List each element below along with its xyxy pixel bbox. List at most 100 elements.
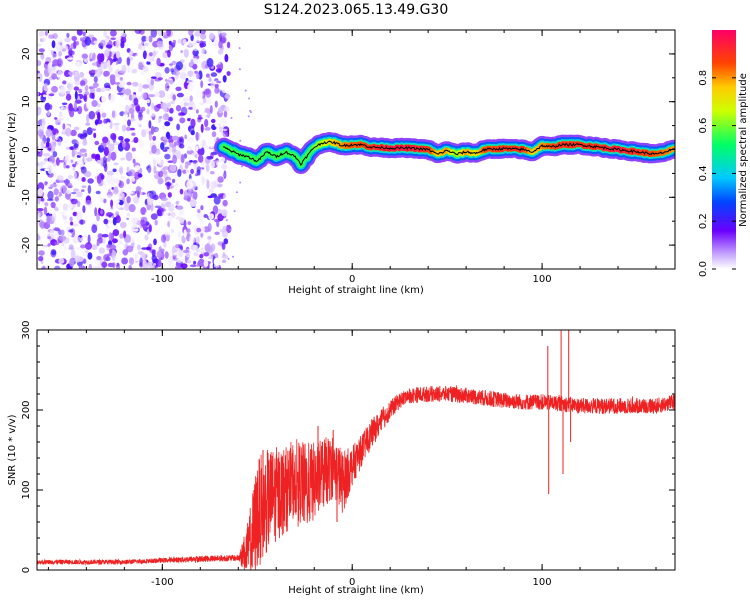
noise-speckle	[151, 144, 157, 154]
noise-speckle	[135, 53, 143, 60]
noise-speckle	[37, 188, 43, 197]
noise-speckle	[194, 173, 199, 177]
noise-speckle	[210, 93, 217, 99]
noise-speckle	[66, 32, 70, 38]
noise-speckle	[91, 62, 97, 66]
noise-speckle	[197, 209, 201, 213]
spectrogram-y-axis-label: Frequency (Hz)	[7, 112, 18, 188]
noise-speckle	[38, 31, 45, 37]
noise-speckle	[101, 261, 108, 268]
noise-speckle	[122, 113, 129, 119]
noise-speckle	[220, 156, 226, 162]
noise-speckle	[79, 71, 85, 78]
noise-speckle	[151, 265, 155, 269]
noise-speckle	[162, 125, 166, 130]
noise-speckle	[200, 168, 203, 178]
noise-speckle	[197, 258, 205, 267]
noise-speckle	[157, 177, 164, 185]
noise-speckle	[227, 257, 230, 260]
noise-speckle	[48, 34, 55, 39]
noise-speckle	[71, 35, 77, 42]
noise-speckle	[113, 162, 119, 166]
noise-speckle	[96, 160, 102, 164]
noise-speckle	[139, 257, 143, 267]
noise-speckle	[96, 175, 102, 184]
noise-speckle	[109, 103, 114, 109]
noise-speckle	[206, 179, 210, 189]
noise-speckle	[63, 220, 70, 224]
noise-speckle	[44, 115, 48, 123]
noise-speckle	[80, 166, 85, 170]
noise-speckle	[162, 200, 167, 205]
noise-speckle	[43, 206, 48, 216]
noise-speckle	[59, 235, 67, 241]
noise-speckle	[131, 228, 139, 232]
noise-speckle	[110, 133, 117, 140]
colorbar-label: Normalized spectral amplitude	[738, 73, 749, 227]
noise-speckle	[183, 48, 189, 58]
noise-speckle	[136, 203, 142, 214]
noise-speckle	[169, 63, 173, 66]
noise-speckle	[210, 80, 215, 89]
noise-speckle	[38, 219, 44, 228]
noise-speckle	[65, 226, 69, 232]
noise-speckle	[221, 242, 226, 250]
noise-speckle	[133, 137, 139, 144]
noise-speckle	[67, 50, 75, 56]
noise-speckle	[85, 250, 89, 254]
snr-line	[37, 385, 675, 570]
noise-speckle	[118, 79, 126, 88]
noise-speckle	[65, 146, 71, 150]
noise-speckle	[225, 224, 232, 234]
noise-speckle	[77, 236, 81, 243]
noise-speckle	[106, 122, 111, 127]
noise-speckle	[73, 143, 79, 149]
noise-speckle	[60, 229, 65, 236]
noise-speckle	[43, 152, 51, 157]
noise-speckle	[172, 155, 178, 164]
x-tick-label: 0	[349, 577, 355, 588]
noise-speckle	[37, 43, 42, 47]
noise-speckle	[45, 61, 50, 65]
noise-speckle	[119, 233, 125, 239]
noise-speckle	[106, 244, 112, 248]
noise-speckle	[192, 63, 198, 70]
noise-speckle	[109, 120, 113, 129]
noise-speckle	[115, 211, 120, 216]
noise-speckle	[60, 86, 66, 95]
noise-speckle	[186, 180, 193, 190]
noise-speckle	[120, 221, 127, 229]
noise-speckle	[133, 97, 139, 106]
x-tick-label: -100	[151, 577, 174, 588]
noise-speckle	[192, 57, 198, 65]
noise-speckle	[97, 53, 103, 63]
noise-speckle	[131, 147, 136, 152]
noise-speckle	[141, 35, 147, 42]
noise-speckle	[118, 136, 124, 141]
noise-speckle	[148, 132, 152, 141]
noise-speckle	[217, 176, 224, 183]
noise-speckle	[70, 249, 76, 259]
noise-speckle	[76, 211, 83, 221]
noise-speckle	[136, 244, 141, 251]
noise-speckle	[42, 244, 49, 248]
noise-speckle	[196, 249, 201, 253]
noise-speckle	[173, 70, 180, 76]
noise-speckle	[134, 30, 142, 34]
noise-speckle	[207, 195, 213, 199]
noise-speckle	[207, 235, 212, 240]
noise-speckle	[164, 251, 169, 259]
noise-speckle	[167, 102, 171, 108]
noise-speckle	[117, 92, 124, 96]
colorbar-tick-label: 0.6	[698, 118, 709, 134]
noise-speckle	[68, 184, 73, 189]
noise-speckle	[94, 259, 101, 266]
noise-speckle	[169, 107, 174, 114]
noise-speckle	[168, 203, 175, 212]
noise-speckle	[175, 248, 181, 252]
noise-speckle	[44, 168, 50, 171]
noise-speckle	[196, 92, 204, 99]
noise-speckle	[106, 253, 112, 257]
noise-speckle	[81, 53, 89, 59]
noise-speckle	[91, 224, 98, 234]
